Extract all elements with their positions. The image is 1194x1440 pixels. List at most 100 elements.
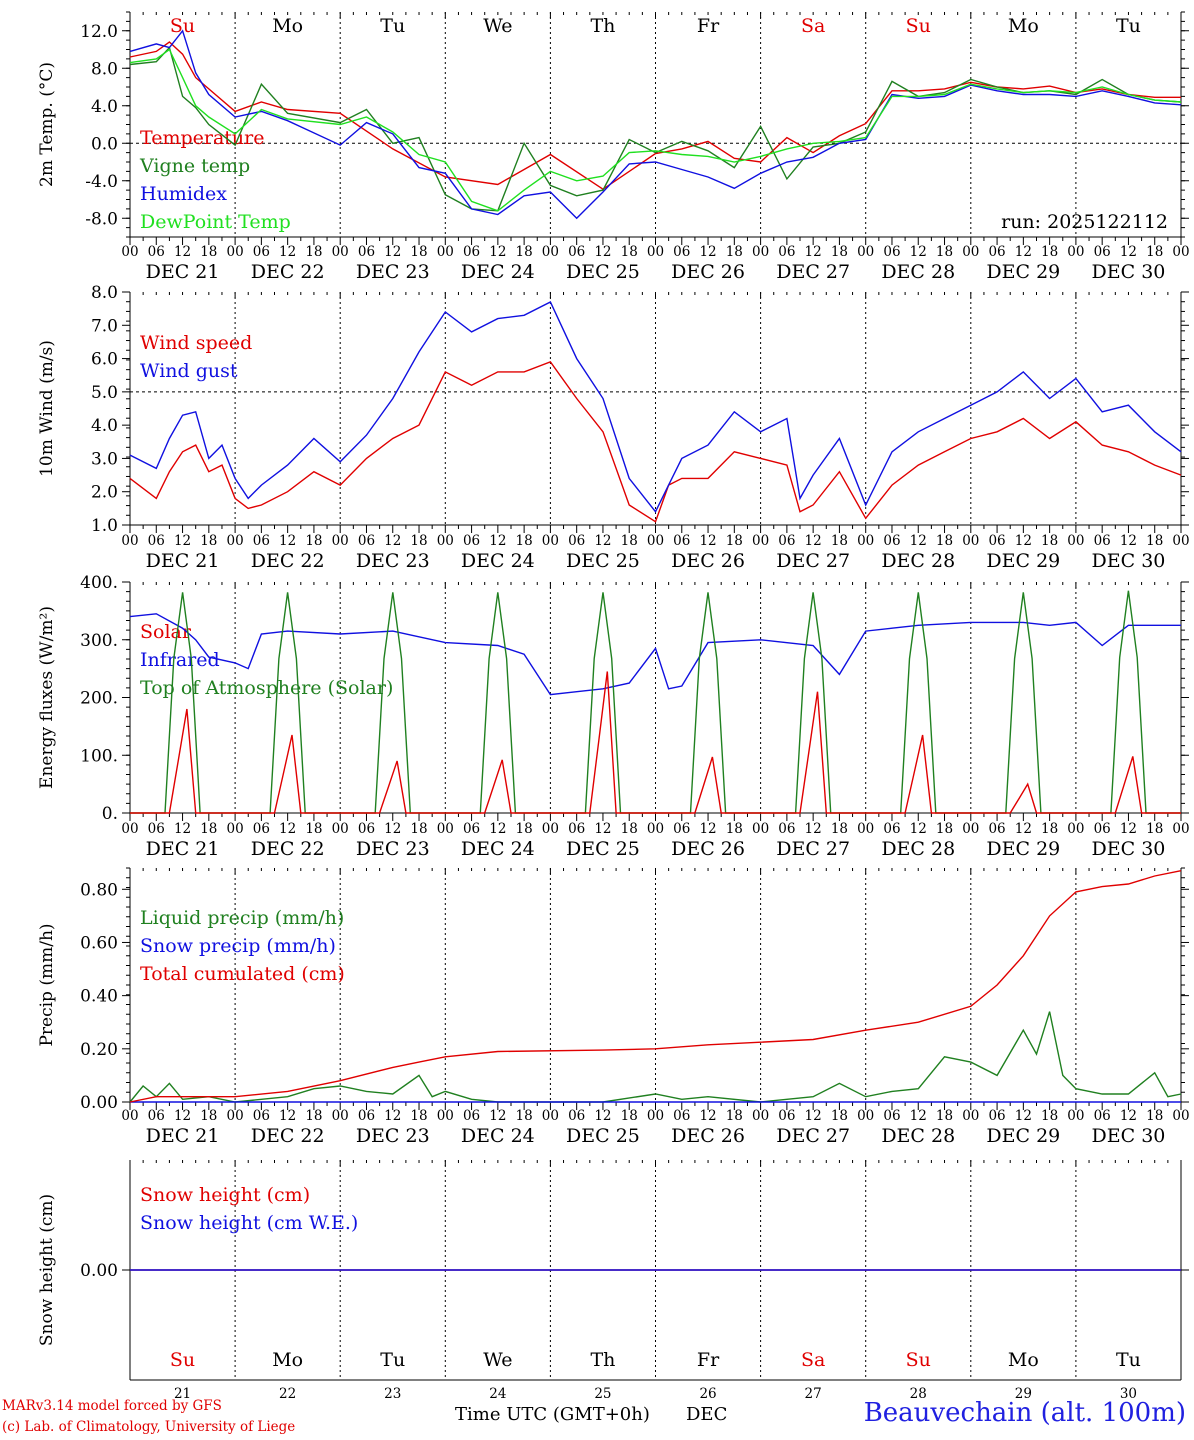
solar-day [760,691,866,814]
legend-entry: Top of Atmosphere (Solar) [140,677,393,699]
day-label: DEC 23 [356,838,430,860]
hour-tick-label: 00 [227,533,244,549]
hour-tick-label: 00 [752,821,769,837]
hour-tick-label: 18 [1041,244,1058,260]
y-tick-label: 1.0 [91,516,118,536]
hour-tick-label: 12 [910,821,927,837]
day-label: DEC 28 [881,261,955,283]
hour-tick-label: 00 [121,533,138,549]
hour-tick-label: 12 [805,244,822,260]
hour-tick-label: 00 [227,1108,244,1124]
hour-tick-label: 12 [384,821,401,837]
weekday-top: Su [170,15,195,37]
hour-tick-label: 00 [227,821,244,837]
day-number: 29 [1015,1386,1032,1402]
y-tick-label: 3.0 [91,449,118,469]
day-label: DEC 27 [776,261,850,283]
legend-entry: Vigne temp [139,155,250,177]
hour-tick-label: 18 [200,244,217,260]
hour-tick-label: 06 [253,533,270,549]
hour-tick-label: 18 [1041,533,1058,549]
day-label: DEC 28 [881,1125,955,1147]
hour-tick-label: 00 [1067,533,1084,549]
y-tick-label: 300. [80,631,118,651]
y-tick-label: 0.00 [80,1261,118,1281]
day-label: DEC 25 [566,261,640,283]
y-tick-label: 100. [80,746,118,766]
hour-tick-label: 06 [778,821,795,837]
day-label: DEC 26 [671,261,745,283]
weekday-top: Fr [697,15,720,37]
day-label: DEC 24 [461,838,535,860]
hour-tick-label: 00 [962,533,979,549]
hour-tick-label: 00 [647,821,664,837]
hour-tick-label: 06 [673,1108,690,1124]
solar-day [1075,756,1181,814]
hour-tick-label: 18 [410,1108,427,1124]
hour-tick-label: 06 [1094,533,1111,549]
hour-tick-label: 12 [699,821,716,837]
series-line-1 [129,1011,1182,1103]
hour-tick-label: 12 [279,244,296,260]
y-tick-label: 0.20 [80,1040,118,1060]
hour-tick-label: 18 [516,821,533,837]
panel-4: 0.80 0.60 0.40 0.20 0.00 Precip (mm/h) 00 06 12 1… [37,867,1190,1147]
y-tick-label: -4.0 [85,172,118,192]
solar-day [445,759,551,814]
panel-2: 8.0 7.0 6.0 5.0 4.0 3.0 2.0 1.0 10m Wind (m/s) 00… [37,283,1190,572]
hour-tick-label: 12 [910,244,927,260]
y-axis-title: 2m Temp. (°C) [37,62,57,187]
hour-tick-label: 00 [332,1108,349,1124]
hour-tick-label: 06 [673,244,690,260]
hour-tick-label: 18 [831,533,848,549]
day-label: DEC 26 [671,1125,745,1147]
hour-tick-label: 00 [857,244,874,260]
weekday-bottom: Fr [697,1349,720,1371]
hour-tick-label: 06 [673,533,690,549]
y-tick-label: 0.0 [91,134,118,154]
hour-tick-label: 18 [200,533,217,549]
hour-tick-label: 00 [121,1108,138,1124]
day-label: DEC 21 [146,261,220,283]
hour-tick-label: 12 [1015,244,1032,260]
hour-tick-label: 06 [883,821,900,837]
hour-tick-label: 12 [699,244,716,260]
y-tick-label: 4.0 [91,416,118,436]
y-tick-label: 4.0 [91,97,118,117]
hour-tick-label: 12 [489,533,506,549]
hour-tick-label: 18 [831,821,848,837]
hour-tick-label: 00 [121,821,138,837]
time-axis-label: Time UTC (GMT+0h) [455,1404,650,1425]
day-label: DEC 29 [986,1125,1060,1147]
solar-day [130,708,236,814]
hour-tick-label: 18 [621,821,638,837]
hour-tick-label: 00 [332,533,349,549]
weekday-top: Sa [801,15,825,37]
day-label: DEC 22 [251,261,325,283]
hour-tick-label: 00 [752,1108,769,1124]
hour-tick-label: 12 [594,533,611,549]
hour-tick-label: 12 [174,1108,191,1124]
y-axis-title: Snow height (cm) [37,1194,57,1346]
hour-tick-label: 06 [673,821,690,837]
hour-tick-label: 12 [384,533,401,549]
hour-tick-label: 06 [358,821,375,837]
day-label: DEC 29 [986,550,1060,572]
month-label: DEC [686,1404,728,1425]
day-number: 23 [384,1386,401,1402]
panel-1: 12.0 8.0 4.0 0.0 -4.0 -8.0 2m Temp. (°C) 00 06 12… [37,11,1190,283]
series-line-3 [129,29,1182,220]
hour-tick-label: 12 [174,533,191,549]
y-tick-label: 0.60 [80,933,118,953]
legend-entry: DewPoint Temp [140,211,291,233]
y-tick-label: 0.80 [80,880,118,900]
hour-tick-label: 00 [1172,821,1189,837]
hour-tick-label: 12 [594,821,611,837]
hour-tick-label: 06 [463,1108,480,1124]
hour-tick-label: 12 [174,821,191,837]
hour-tick-label: 00 [962,821,979,837]
legend-entry: Wind gust [140,360,238,382]
weekday-top: Mo [1008,15,1039,37]
day-label: DEC 23 [356,1125,430,1147]
